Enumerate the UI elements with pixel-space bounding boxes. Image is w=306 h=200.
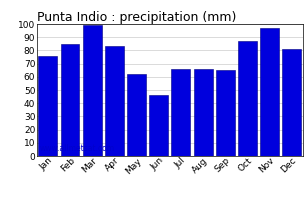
Bar <box>194 69 213 156</box>
Bar <box>105 46 124 156</box>
Bar <box>171 69 190 156</box>
Bar <box>260 28 279 156</box>
Bar <box>61 44 80 156</box>
Bar <box>127 74 146 156</box>
Bar <box>38 56 57 156</box>
Bar <box>149 95 168 156</box>
Bar <box>282 49 301 156</box>
Text: Punta Indio : precipitation (mm): Punta Indio : precipitation (mm) <box>37 11 236 24</box>
Bar <box>238 41 257 156</box>
Bar <box>216 70 235 156</box>
Bar <box>83 25 102 156</box>
Text: www.allmetsat.com: www.allmetsat.com <box>39 144 114 153</box>
